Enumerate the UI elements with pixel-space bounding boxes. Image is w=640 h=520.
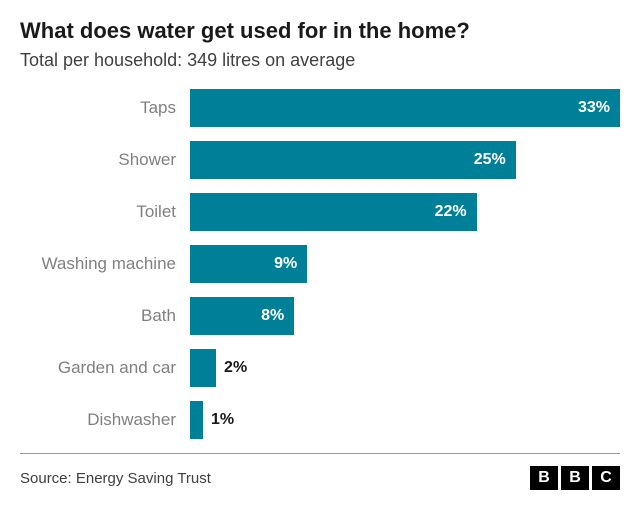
source-text: Source: Energy Saving Trust <box>20 470 211 487</box>
bar: 9% <box>190 245 307 283</box>
bar-row: Garden and car 2% <box>20 349 620 387</box>
chart-title: What does water get used for in the home… <box>20 18 620 44</box>
category-label: Garden and car <box>20 358 190 378</box>
bar: 8% <box>190 297 294 335</box>
bar <box>190 401 203 439</box>
category-label: Shower <box>20 150 190 170</box>
category-label: Dishwasher <box>20 410 190 430</box>
category-label: Toilet <box>20 202 190 222</box>
bbc-logo-block: B <box>530 466 558 490</box>
chart-footer: Source: Energy Saving Trust BBC <box>20 454 620 490</box>
chart-container: What does water get used for in the home… <box>0 0 640 520</box>
bar-track: 8% <box>190 297 620 335</box>
bbc-logo-block: C <box>592 466 620 490</box>
bar-track: 25% <box>190 141 620 179</box>
bbc-logo-block: B <box>561 466 589 490</box>
category-label: Bath <box>20 306 190 326</box>
bar-chart: Taps 33% Shower 25% Toilet 22% Washing machine… <box>20 89 620 439</box>
bar-track: 22% <box>190 193 620 231</box>
bbc-logo: BBC <box>530 466 620 490</box>
bar-value: 33% <box>578 99 610 117</box>
bar-value: 2% <box>224 359 247 377</box>
bar-track: 33% <box>190 89 620 127</box>
bar: 22% <box>190 193 477 231</box>
chart-subtitle: Total per household: 349 litres on avera… <box>20 50 620 71</box>
bar-value: 1% <box>211 411 234 429</box>
bar-value: 25% <box>474 151 506 169</box>
category-label: Washing machine <box>20 254 190 274</box>
bar-row: Taps 33% <box>20 89 620 127</box>
category-label: Taps <box>20 98 190 118</box>
bar-track: 9% <box>190 245 620 283</box>
bar-row: Washing machine 9% <box>20 245 620 283</box>
bar-row: Shower 25% <box>20 141 620 179</box>
bar <box>190 349 216 387</box>
bar-track: 1% <box>190 401 620 439</box>
bar-row: Toilet 22% <box>20 193 620 231</box>
bar-value: 9% <box>274 255 297 273</box>
bar-row: Bath 8% <box>20 297 620 335</box>
bar: 33% <box>190 89 620 127</box>
bar-track: 2% <box>190 349 620 387</box>
bar-value: 22% <box>435 203 467 221</box>
bar-value: 8% <box>261 307 284 325</box>
bar-row: Dishwasher 1% <box>20 401 620 439</box>
bar: 25% <box>190 141 516 179</box>
